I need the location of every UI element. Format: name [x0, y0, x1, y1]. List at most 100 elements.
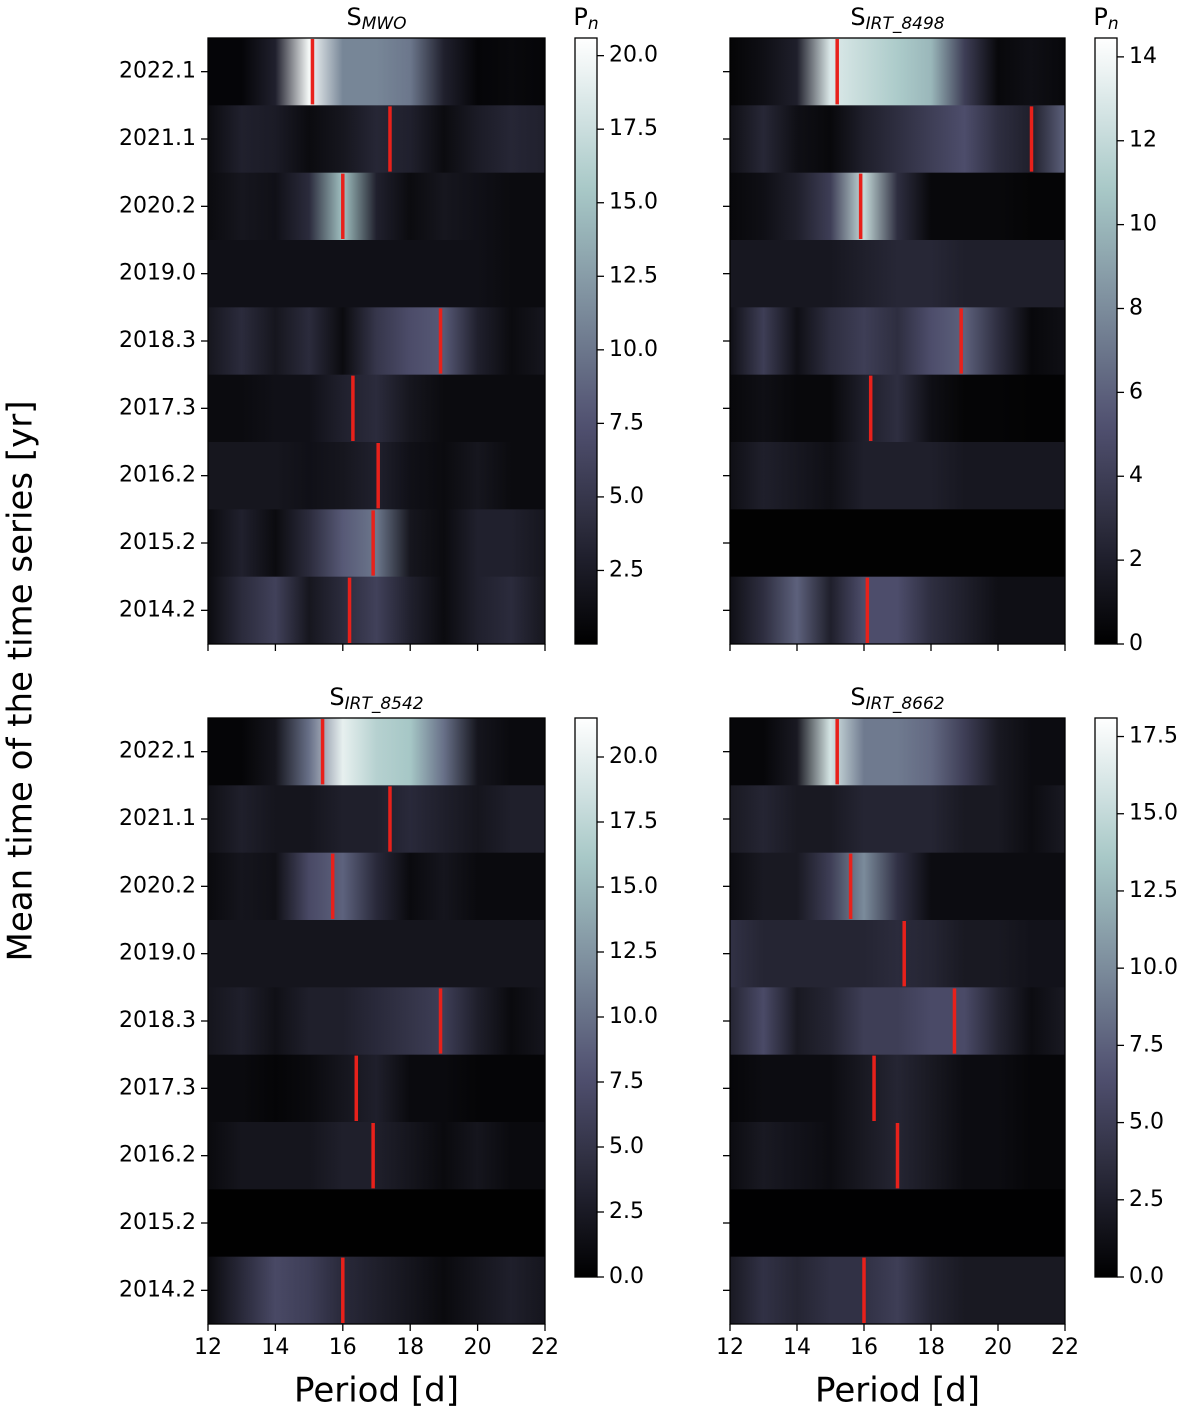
plot-frame: [207, 37, 546, 645]
colorbar-tick-label: 0.0: [609, 1264, 644, 1289]
y-tick-label: 2018.3: [119, 328, 196, 353]
heatmap-row: [730, 1189, 1065, 1258]
heatmap-row: [208, 307, 545, 376]
colorbar-tick-label: 15.0: [609, 874, 658, 899]
heatmap-row: [730, 920, 1065, 988]
plot-frame: [729, 37, 1066, 645]
y-tick-label: 2019.0: [119, 941, 196, 966]
heatmap-row: [730, 987, 1065, 1056]
colorbar-tick-label: 10: [1129, 212, 1157, 237]
heatmap-row: [208, 718, 545, 786]
colorbar-tick-label: 7.5: [609, 1069, 644, 1094]
x-tick-label: 14: [261, 1335, 289, 1360]
colorbar-tick-label: 10.0: [609, 337, 658, 362]
y-tick-label: 2015.2: [119, 530, 196, 555]
heatmap-row: [730, 852, 1065, 921]
colorbar-tick-label: 5.0: [609, 484, 644, 509]
colorbar-tick-label: 10.0: [1129, 955, 1178, 980]
title-sub: IRT_8498: [866, 14, 945, 34]
heatmap-row: [208, 1122, 545, 1190]
heatmap-row: [208, 1189, 545, 1258]
colorbar-tick-label: 20.0: [609, 744, 658, 769]
title-main: S: [346, 3, 361, 31]
x-tick-label: 20: [464, 1335, 492, 1360]
y-tick-label: 2016.2: [119, 463, 196, 488]
y-tick-label: 2017.3: [119, 395, 196, 420]
colorbar-tick-label: 14: [1129, 44, 1157, 69]
y-tick-label: 2022.1: [119, 739, 196, 764]
colorbar-tick-label: 0.0: [1129, 1264, 1164, 1289]
colorbar-tick-label: 17.5: [1129, 724, 1178, 749]
colorbar-tick-label: 2: [1129, 547, 1143, 572]
colorbar-label-main: P: [1093, 3, 1107, 31]
colorbar-label: Pn: [573, 3, 598, 34]
x-tick-label: 16: [850, 1335, 878, 1360]
x-axis-label: Period [d]: [294, 1371, 459, 1411]
heatmap-row: [208, 240, 545, 308]
colorbar-tick-label: 12.5: [1129, 878, 1178, 903]
colorbar: [1094, 37, 1118, 645]
heatmap-row: [730, 374, 1065, 443]
panel-title: SIRT_8662: [850, 683, 944, 714]
colorbar-tick-label: 2.5: [1129, 1187, 1164, 1212]
heatmap-row: [730, 240, 1065, 308]
heatmap-row: [730, 785, 1065, 854]
heatmap-row: [730, 442, 1065, 510]
heatmap-row: [730, 307, 1065, 376]
colorbar-tick-label: 15.0: [1129, 801, 1178, 826]
y-tick-label: 2020.2: [119, 193, 196, 218]
y-tick-label: 2020.2: [119, 873, 196, 898]
x-tick-label: 18: [917, 1335, 945, 1360]
title-sub: IRT_8662: [866, 694, 945, 714]
heatmap-row: [208, 576, 545, 645]
y-tick-label: 2014.2: [119, 1277, 196, 1302]
y-tick-label: 2019.0: [119, 261, 196, 286]
heatmap-row: [208, 1054, 545, 1123]
colorbar-tick-label: 4: [1129, 463, 1143, 488]
heatmap-row: [730, 718, 1065, 786]
heatmap-row: [730, 105, 1065, 174]
colorbar-tick-label: 12: [1129, 128, 1157, 153]
colorbar-tick-label: 5.0: [1129, 1110, 1164, 1135]
heatmap-row: [730, 1054, 1065, 1123]
colorbar-label-sub: n: [588, 14, 599, 34]
y-tick-label: 2021.1: [119, 126, 196, 151]
colorbar-tick-label: 6: [1129, 379, 1143, 404]
heatmap-row: [730, 1256, 1065, 1325]
colorbar-tick-label: 2.5: [609, 1199, 644, 1224]
colorbar-tick-label: 7.5: [609, 410, 644, 435]
x-tick-label: 18: [396, 1335, 424, 1360]
x-tick-label: 14: [783, 1335, 811, 1360]
heatmap-row: [730, 38, 1065, 106]
title-sub: MWO: [362, 14, 407, 34]
colorbar-tick-label: 10.0: [609, 1004, 658, 1029]
panel-title: SMWO: [346, 3, 406, 34]
colorbar-tick-label: 7.5: [1129, 1032, 1164, 1057]
panel-title: SIRT_8542: [329, 683, 423, 714]
heatmap-row: [208, 920, 545, 988]
colorbar-tick-label: 15.0: [609, 190, 658, 215]
panel-title: SIRT_8498: [850, 3, 944, 34]
title-main: S: [850, 683, 865, 711]
heatmap-row: [208, 1256, 545, 1325]
colorbar-tick-label: 17.5: [609, 116, 658, 141]
x-tick-label: 12: [194, 1335, 222, 1360]
colorbar-tick-label: 12.5: [609, 263, 658, 288]
colorbar-tick-label: 5.0: [609, 1134, 644, 1159]
y-tick-label: 2015.2: [119, 1210, 196, 1235]
plot-frame: [207, 717, 546, 1325]
heatmap-row: [208, 172, 545, 241]
colorbar-tick-label: 20.0: [609, 43, 658, 68]
y-tick-label: 2014.2: [119, 597, 196, 622]
heatmap-row: [208, 987, 545, 1056]
colorbar: [1094, 717, 1118, 1278]
colorbar-label: Pn: [1093, 3, 1118, 34]
heatmap-row: [208, 785, 545, 854]
heatmap-row: [730, 172, 1065, 241]
title-main: S: [850, 3, 865, 31]
heatmap-row: [208, 38, 545, 106]
y-axis-label: Mean time of the time series [yr]: [1, 401, 41, 962]
heatmap-row: [730, 509, 1065, 578]
title-main: S: [329, 683, 344, 711]
